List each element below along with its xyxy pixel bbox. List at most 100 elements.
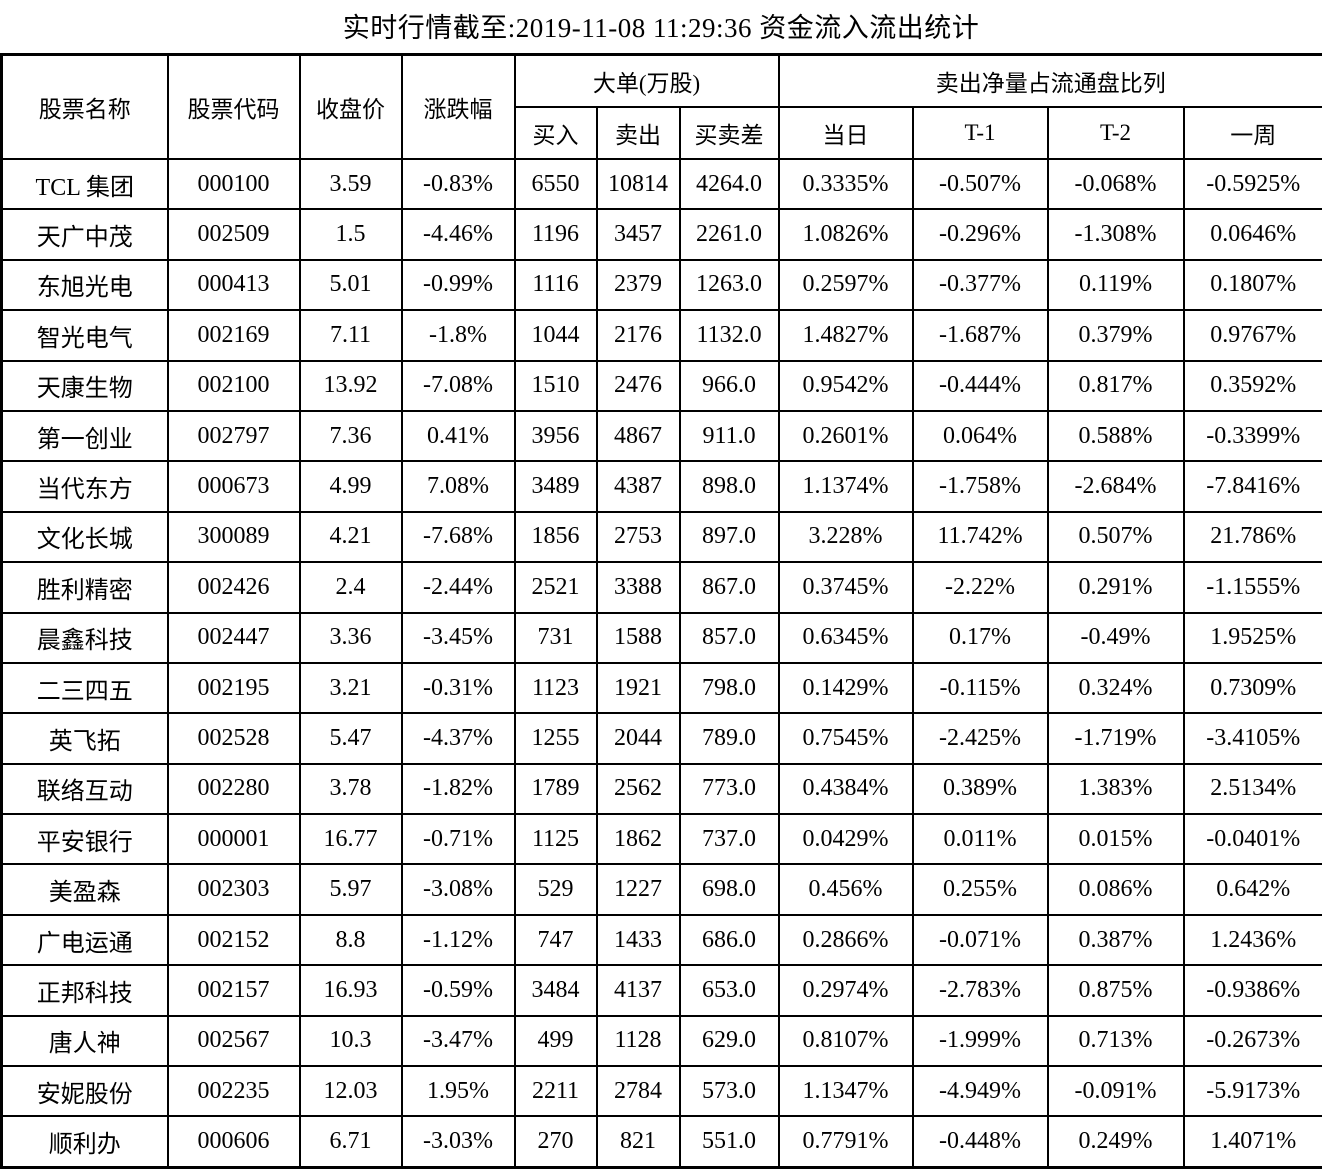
cell-stock-name[interactable]: 晨鑫科技 bbox=[2, 613, 168, 663]
cell-stock-name[interactable]: 天广中茂 bbox=[2, 209, 168, 259]
cell-stock-name[interactable]: TCL 集团 bbox=[2, 159, 168, 209]
cell-buy-sell-diff: 1263.0 bbox=[680, 260, 779, 310]
cell-ratio-t1: -0.296% bbox=[913, 209, 1048, 259]
cell-sell-volume: 2562 bbox=[597, 764, 680, 814]
page-title: 实时行情截至:2019-11-08 11:29:36 资金流入流出统计 bbox=[0, 0, 1322, 53]
cell-sell-volume: 1921 bbox=[597, 663, 680, 713]
cell-ratio-today: 0.0429% bbox=[779, 814, 913, 864]
cell-buy-sell-diff: 857.0 bbox=[680, 613, 779, 663]
cell-stock-name[interactable]: 当代东方 bbox=[2, 461, 168, 511]
cell-ratio-t1: -0.115% bbox=[913, 663, 1048, 713]
cell-stock-name[interactable]: 胜利精密 bbox=[2, 562, 168, 612]
cell-ratio-t1: 0.011% bbox=[913, 814, 1048, 864]
col-header-today: 当日 bbox=[779, 107, 913, 159]
cell-ratio-week: 2.5134% bbox=[1184, 764, 1322, 814]
cell-ratio-today: 0.7545% bbox=[779, 713, 913, 763]
cell-stock-name[interactable]: 唐人神 bbox=[2, 1016, 168, 1066]
stock-fund-flow-table: 股票名称 股票代码 收盘价 涨跌幅 大单(万股) 卖出净量占流通盘比列 买入 卖… bbox=[0, 53, 1322, 1169]
cell-stock-name[interactable]: 广电运通 bbox=[2, 915, 168, 965]
cell-change-pct: -7.08% bbox=[402, 361, 515, 411]
cell-stock-code[interactable]: 002157 bbox=[168, 965, 300, 1015]
cell-close-price: 3.36 bbox=[300, 613, 402, 663]
cell-ratio-week: 0.0646% bbox=[1184, 209, 1322, 259]
cell-stock-code[interactable]: 002567 bbox=[168, 1016, 300, 1066]
cell-ratio-t1: -2.22% bbox=[913, 562, 1048, 612]
cell-ratio-today: 0.9542% bbox=[779, 361, 913, 411]
cell-ratio-week: -0.9386% bbox=[1184, 965, 1322, 1015]
cell-sell-volume: 4867 bbox=[597, 411, 680, 461]
cell-stock-code[interactable]: 002280 bbox=[168, 764, 300, 814]
cell-change-pct: -3.03% bbox=[402, 1116, 515, 1167]
cell-stock-name[interactable]: 天康生物 bbox=[2, 361, 168, 411]
cell-ratio-t2: 0.324% bbox=[1048, 663, 1184, 713]
cell-stock-code[interactable]: 002303 bbox=[168, 864, 300, 914]
cell-close-price: 7.36 bbox=[300, 411, 402, 461]
cell-ratio-t2: 0.713% bbox=[1048, 1016, 1184, 1066]
cell-stock-code[interactable]: 002528 bbox=[168, 713, 300, 763]
cell-stock-code[interactable]: 000100 bbox=[168, 159, 300, 209]
cell-ratio-t1: 0.064% bbox=[913, 411, 1048, 461]
cell-ratio-week: 1.4071% bbox=[1184, 1116, 1322, 1167]
cell-stock-code[interactable]: 002509 bbox=[168, 209, 300, 259]
cell-stock-code[interactable]: 002447 bbox=[168, 613, 300, 663]
cell-stock-code[interactable]: 000606 bbox=[168, 1116, 300, 1167]
cell-ratio-t2: 0.086% bbox=[1048, 864, 1184, 914]
cell-stock-code[interactable]: 002195 bbox=[168, 663, 300, 713]
cell-buy-sell-diff: 867.0 bbox=[680, 562, 779, 612]
cell-ratio-t2: 0.387% bbox=[1048, 915, 1184, 965]
cell-stock-name[interactable]: 顺利办 bbox=[2, 1116, 168, 1167]
cell-stock-code[interactable]: 002797 bbox=[168, 411, 300, 461]
cell-stock-code[interactable]: 002426 bbox=[168, 562, 300, 612]
cell-ratio-week: 0.642% bbox=[1184, 864, 1322, 914]
cell-change-pct: 7.08% bbox=[402, 461, 515, 511]
cell-stock-name[interactable]: 文化长城 bbox=[2, 512, 168, 562]
cell-buy-volume: 731 bbox=[515, 613, 597, 663]
cell-ratio-today: 0.7791% bbox=[779, 1116, 913, 1167]
cell-stock-code[interactable]: 002235 bbox=[168, 1066, 300, 1116]
cell-change-pct: -0.71% bbox=[402, 814, 515, 864]
cell-stock-code[interactable]: 000673 bbox=[168, 461, 300, 511]
cell-stock-name[interactable]: 安妮股份 bbox=[2, 1066, 168, 1116]
cell-stock-name[interactable]: 英飞拓 bbox=[2, 713, 168, 763]
cell-ratio-t1: -1.999% bbox=[913, 1016, 1048, 1066]
cell-stock-name[interactable]: 联络互动 bbox=[2, 764, 168, 814]
cell-stock-name[interactable]: 智光电气 bbox=[2, 310, 168, 360]
cell-stock-name[interactable]: 东旭光电 bbox=[2, 260, 168, 310]
cell-buy-sell-diff: 773.0 bbox=[680, 764, 779, 814]
cell-buy-sell-diff: 4264.0 bbox=[680, 159, 779, 209]
cell-ratio-t2: 0.379% bbox=[1048, 310, 1184, 360]
cell-stock-name[interactable]: 平安银行 bbox=[2, 814, 168, 864]
cell-close-price: 12.03 bbox=[300, 1066, 402, 1116]
cell-change-pct: 0.41% bbox=[402, 411, 515, 461]
col-header-stock-code: 股票代码 bbox=[168, 55, 300, 160]
cell-stock-code[interactable]: 300089 bbox=[168, 512, 300, 562]
cell-change-pct: -3.08% bbox=[402, 864, 515, 914]
cell-ratio-week: -0.3399% bbox=[1184, 411, 1322, 461]
cell-stock-name[interactable]: 第一创业 bbox=[2, 411, 168, 461]
cell-stock-code[interactable]: 002169 bbox=[168, 310, 300, 360]
cell-ratio-t1: -2.425% bbox=[913, 713, 1048, 763]
cell-buy-volume: 529 bbox=[515, 864, 597, 914]
cell-close-price: 8.8 bbox=[300, 915, 402, 965]
cell-stock-name[interactable]: 正邦科技 bbox=[2, 965, 168, 1015]
cell-ratio-t2: 1.383% bbox=[1048, 764, 1184, 814]
cell-stock-code[interactable]: 000001 bbox=[168, 814, 300, 864]
cell-stock-code[interactable]: 002100 bbox=[168, 361, 300, 411]
cell-buy-volume: 3489 bbox=[515, 461, 597, 511]
cell-stock-code[interactable]: 000413 bbox=[168, 260, 300, 310]
cell-ratio-t2: 0.875% bbox=[1048, 965, 1184, 1015]
col-group-big-orders: 大单(万股) bbox=[515, 55, 779, 108]
cell-sell-volume: 1862 bbox=[597, 814, 680, 864]
cell-stock-name[interactable]: 美盈森 bbox=[2, 864, 168, 914]
cell-stock-code[interactable]: 002152 bbox=[168, 915, 300, 965]
cell-close-price: 5.01 bbox=[300, 260, 402, 310]
cell-stock-name[interactable]: 二三四五 bbox=[2, 663, 168, 713]
cell-ratio-t1: 11.742% bbox=[913, 512, 1048, 562]
